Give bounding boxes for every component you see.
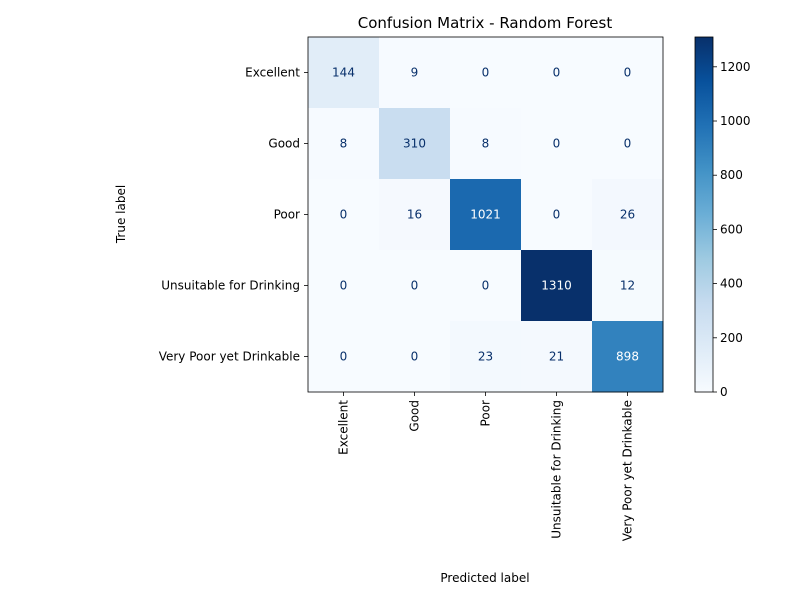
cell-value-label: 0 (482, 279, 490, 293)
cell-value-label: 0 (411, 279, 419, 293)
cell-value-label: 898 (616, 350, 639, 364)
heatmap-cell (308, 108, 380, 180)
heatmap-cell (521, 250, 593, 322)
cell-value-label: 16 (407, 208, 422, 222)
heatmap-cell (379, 108, 451, 180)
y-axis-label: True label (114, 185, 128, 244)
cell-value-label: 0 (340, 208, 348, 222)
cell-value-label: 0 (624, 66, 632, 80)
cell-value-label: 0 (553, 137, 561, 151)
heatmap-cell (308, 321, 380, 393)
heatmap-cell (450, 179, 522, 251)
heatmap-cell (308, 179, 380, 251)
heatmap-cell (592, 108, 664, 180)
cell-value-label: 0 (482, 66, 490, 80)
cell-value-label: 26 (620, 208, 635, 222)
heatmap-cell (379, 321, 451, 393)
cell-value-label: 0 (553, 208, 561, 222)
heatmap-cell (450, 321, 522, 393)
heatmap-cells (308, 37, 664, 393)
heatmap-cell (521, 37, 593, 109)
x-tick-label: Excellent (337, 400, 351, 455)
heatmap-cell (379, 37, 451, 109)
x-axis-ticks: Excellent Good Poor Unsuitable for Drinking… (337, 392, 635, 541)
cell-value-label: 0 (553, 66, 561, 80)
y-tick-label: Very Poor yet Drinkable (159, 350, 300, 364)
heatmap-cell (521, 108, 593, 180)
colorbar-tick-label: 400 (720, 277, 743, 291)
heatmap-cell (592, 179, 664, 251)
heatmap-cell (450, 37, 522, 109)
cell-value-label: 0 (411, 350, 419, 364)
colorbar-tick-label: 600 (720, 222, 743, 236)
cell-value-label: 0 (624, 137, 632, 151)
cell-value-label: 0 (340, 279, 348, 293)
cell-value-label: 1310 (541, 279, 572, 293)
cell-value-label: 310 (403, 137, 426, 151)
y-tick-label: Unsuitable for Drinking (161, 279, 300, 293)
colorbar-tick-label: 0 (720, 385, 728, 399)
cell-value-label: 8 (482, 137, 490, 151)
colorbar-ticks: 0 200 400 600 800 1000 1200 (713, 60, 751, 399)
heatmap-cell (521, 179, 593, 251)
heatmap-cell-labels: 144 9 0 0 0 8 310 8 0 0 0 16 1021 0 26 0 0 0 1310 12 0 0 23 21 8… (332, 66, 639, 364)
y-axis-ticks: Excellent Good Poor Unsuitable for Drinking… (159, 66, 308, 364)
y-tick-label: Excellent (245, 66, 300, 80)
colorbar (694, 36, 714, 393)
cell-value-label: 9 (411, 66, 419, 80)
cell-value-label: 144 (332, 66, 355, 80)
x-tick-label: Very Poor yet Drinkable (621, 400, 635, 541)
x-axis-label: Predicted label (440, 571, 529, 585)
cell-value-label: 21 (549, 350, 564, 364)
cell-value-label: 8 (340, 137, 348, 151)
x-tick-label: Unsuitable for Drinking (550, 400, 564, 539)
x-tick-label: Good (408, 400, 422, 432)
heatmap-cell (308, 250, 380, 322)
colorbar-tick-label: 1200 (720, 60, 751, 74)
heatmap-cell (450, 108, 522, 180)
y-tick-label: Poor (274, 208, 300, 222)
cell-value-label: 1021 (470, 208, 501, 222)
x-tick-label: Poor (479, 400, 493, 426)
heatmap-cell (521, 321, 593, 393)
colorbar-tick-label: 800 (720, 168, 743, 182)
heatmap-cell (450, 250, 522, 322)
cell-value-label: 12 (620, 279, 635, 293)
y-tick-label: Good (268, 137, 300, 151)
heatmap-cell (592, 37, 664, 109)
chart-title: Confusion Matrix - Random Forest (358, 14, 613, 32)
colorbar-tick-label: 1000 (720, 114, 751, 128)
cell-value-label: 0 (340, 350, 348, 364)
colorbar-tick-label: 200 (720, 331, 743, 345)
heatmap-cell (379, 250, 451, 322)
cell-value-label: 23 (478, 350, 493, 364)
heatmap-cell (592, 321, 664, 393)
heatmap-cell (379, 179, 451, 251)
heatmap-cell (308, 37, 380, 109)
heatmap-cell (592, 250, 664, 322)
